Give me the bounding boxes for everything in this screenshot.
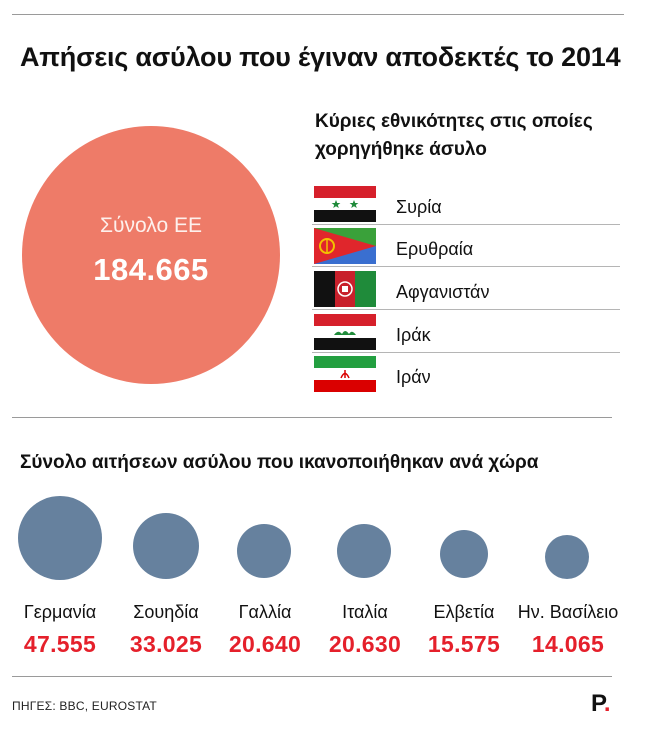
country-italy: Ιταλία 20.630 (310, 0, 420, 730)
country-bubble (133, 513, 199, 579)
country-switzerland: Ελβετία 15.575 (409, 0, 519, 730)
nationality-row-afghanistan: Αφγανιστάν (312, 268, 620, 310)
nationality-name: Ιράκ (396, 325, 431, 345)
country-bubble (337, 524, 391, 578)
country-name: Ελβετία (433, 602, 495, 622)
sources-note: ΠΗΓΕΣ: BBC, EUROSTAT (12, 699, 157, 713)
syria-flag-icon (314, 186, 376, 222)
nationality-row-iraq: Ιράκ (312, 311, 620, 353)
eu-total-circle: Σύνολο ΕΕ 184.665 (22, 126, 280, 384)
nationality-row-iran: Ιράν (312, 353, 620, 394)
country-united-kingdom: Ην. Βασίλειο 14.065 (511, 0, 625, 730)
nationality-name: Συρία (396, 197, 442, 217)
country-bubble (545, 535, 589, 579)
afghanistan-flag-icon (314, 271, 376, 307)
nationalities-title-line2: χορηγήθηκε άσυλο (315, 139, 487, 160)
nationalities-title-line1: Κύριες εθνικότητες στις οποίες (315, 111, 593, 132)
nationality-row-syria: Συρία (312, 183, 620, 225)
country-value: 15.575 (427, 631, 501, 657)
page-title: Απήσεις ασύλου που έγιναν αποδεκτές το 2… (20, 42, 621, 72)
nationality-name: Ερυθραία (396, 239, 474, 259)
top-rule (12, 14, 624, 15)
nationalities-title: Κύριες εθνικότητες στις οποίες χορηγήθηκ… (315, 108, 635, 164)
country-sweden: Σουηδία 33.025 (111, 0, 221, 730)
iran-flag-icon (314, 356, 376, 392)
eritrea-flag-icon (314, 228, 376, 264)
country-bubble (440, 530, 488, 578)
country-bubble (18, 496, 102, 580)
country-name: Ιταλία (342, 602, 388, 622)
nationality-row-eritrea: Ερυθραία (312, 225, 620, 267)
country-name: Γερμανία (23, 602, 97, 622)
country-value: 20.630 (328, 631, 402, 657)
country-name: Σουηδία (133, 602, 199, 622)
country-value: 20.640 (228, 631, 302, 657)
bottom-rule (12, 676, 612, 677)
country-value: 33.025 (129, 631, 203, 657)
middle-rule (12, 417, 612, 418)
eu-total-label: Σύνολο ΕΕ (100, 214, 202, 237)
by-country-title: Σύνολο αιτήσεων ασύλου που ικανοποιήθηκα… (20, 452, 539, 473)
country-value: 14.065 (531, 631, 605, 657)
country-france: Γαλλία 20.640 (210, 0, 320, 730)
country-value: 47.555 (23, 631, 97, 657)
country-bubble (237, 524, 291, 578)
publisher-logo: P. (591, 690, 611, 718)
country-name: Γαλλία (238, 602, 292, 622)
eu-total-value: 184.665 (93, 252, 209, 287)
iraq-flag-icon (314, 314, 376, 350)
country-germany: Γερμανία 47.555 (5, 0, 115, 730)
logo-dot: . (603, 690, 611, 717)
nationality-name: Ιράν (396, 367, 431, 387)
country-name: Ην. Βασίλειο (517, 602, 619, 622)
nationality-name: Αφγανιστάν (396, 282, 490, 302)
logo-letter: P (591, 690, 604, 717)
